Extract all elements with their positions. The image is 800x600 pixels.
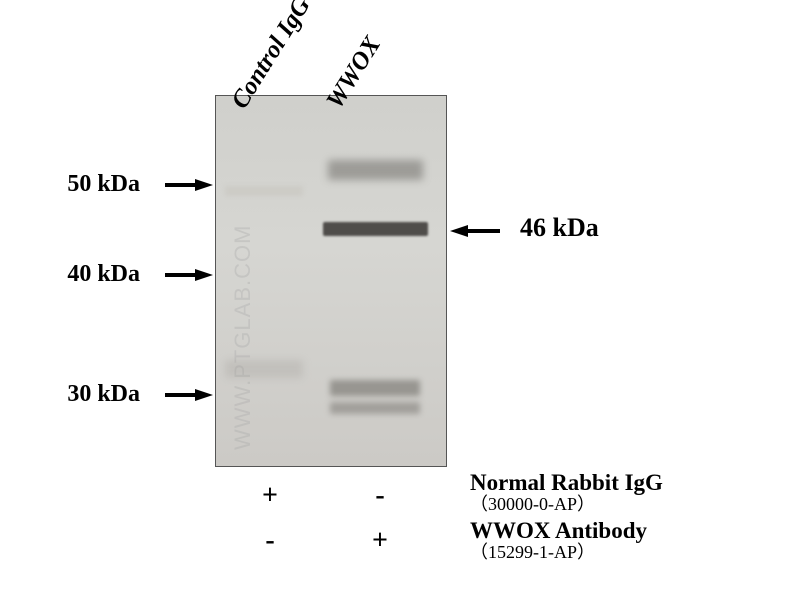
target-band-label: 46 kDa (520, 213, 599, 243)
blot-band (328, 160, 423, 180)
condition-cell: + (255, 480, 285, 512)
blot-band (330, 402, 420, 414)
blot-band (330, 380, 420, 396)
condition-cell: + (365, 525, 395, 557)
mw-arrow (195, 269, 213, 281)
antibody-label-sub: （30000-0-AP） (470, 495, 663, 515)
antibody-label-main: WWOX Antibody (470, 518, 647, 543)
watermark-text: WWW.PTGLAB.COM (230, 225, 256, 450)
blot-band (225, 186, 303, 196)
figure-container: WWW.PTGLAB.COM Control IgG WWOX 50 kDa40… (0, 0, 800, 600)
antibody-label-sub: （15299-1-AP） (470, 543, 647, 563)
antibody-label: Normal Rabbit IgG（30000-0-AP） (470, 470, 663, 515)
mw-label: 40 kDa (60, 261, 140, 288)
antibody-label-main: Normal Rabbit IgG (470, 470, 663, 495)
condition-cell: - (365, 480, 395, 512)
antibody-label: WWOX Antibody（15299-1-AP） (470, 518, 647, 563)
blot-band (323, 222, 428, 236)
mw-label: 30 kDa (60, 381, 140, 408)
condition-cell: - (255, 525, 285, 557)
mw-arrow (195, 389, 213, 401)
mw-label: 50 kDa (60, 171, 140, 198)
mw-arrow (195, 179, 213, 191)
blot-band (225, 360, 303, 378)
target-band-arrow (450, 225, 468, 237)
